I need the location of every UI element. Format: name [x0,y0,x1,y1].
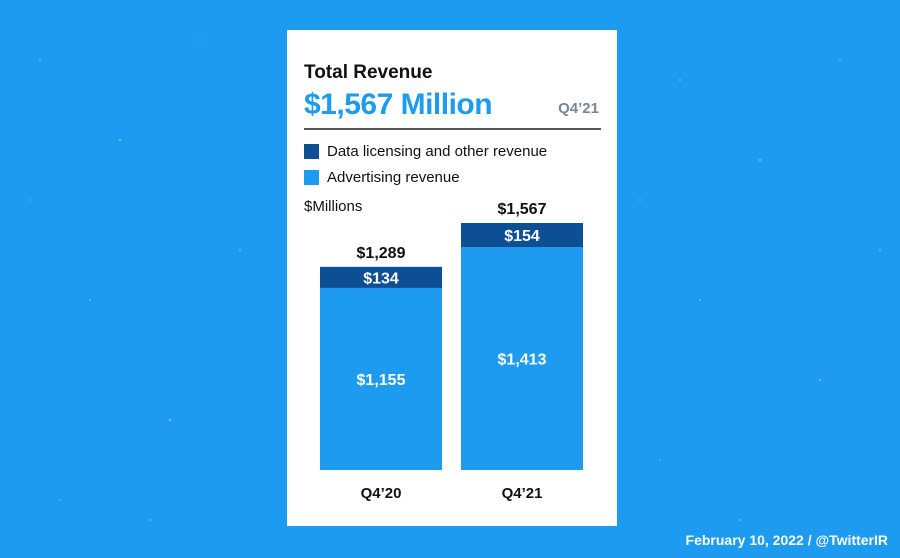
legend-label-data-licensing: Data licensing and other revenue [327,143,548,160]
divider [304,128,601,130]
total-label-q421: $1,567 [498,201,547,218]
headline-period: Q4’21 [558,100,599,117]
data-label-advertising-q421: $1,413 [498,352,547,369]
legend-swatch-data-licensing [304,144,319,159]
bar-advertising-q420 [320,287,442,470]
bar-data-q421 [461,223,583,248]
data-label-data-q421: $154 [504,228,540,245]
data-label-advertising-q420: $1,155 [357,372,406,389]
x-tick-label-q421: Q4’21 [502,485,543,502]
x-tick-label-q420: Q4’20 [361,485,402,502]
legend-swatch-advertising [304,170,319,185]
legend-label-advertising: Advertising revenue [327,169,460,186]
stacked-bar-chart: $1,155 $134 $1,289 Q4’20 $1,413 $154 $1,567 Q4’… [320,201,583,502]
footer-date-handle: February 10, 2022 / @TwitterIR [685,532,888,548]
card-title: Total Revenue [304,62,433,83]
legend-item-advertising: Advertising revenue [304,169,460,186]
data-label-data-q420: $134 [363,270,399,287]
bar-advertising-q421 [461,247,583,470]
total-label-q420: $1,289 [357,245,406,262]
legend-item-data-licensing: Data licensing and other revenue [304,143,547,160]
bar-data-q420 [320,266,442,288]
revenue-card: Total Revenue $1,567 Million Q4’21 Data … [287,30,617,526]
unit-label: $Millions [304,198,363,215]
headline-total: $1,567 Million [304,88,493,121]
